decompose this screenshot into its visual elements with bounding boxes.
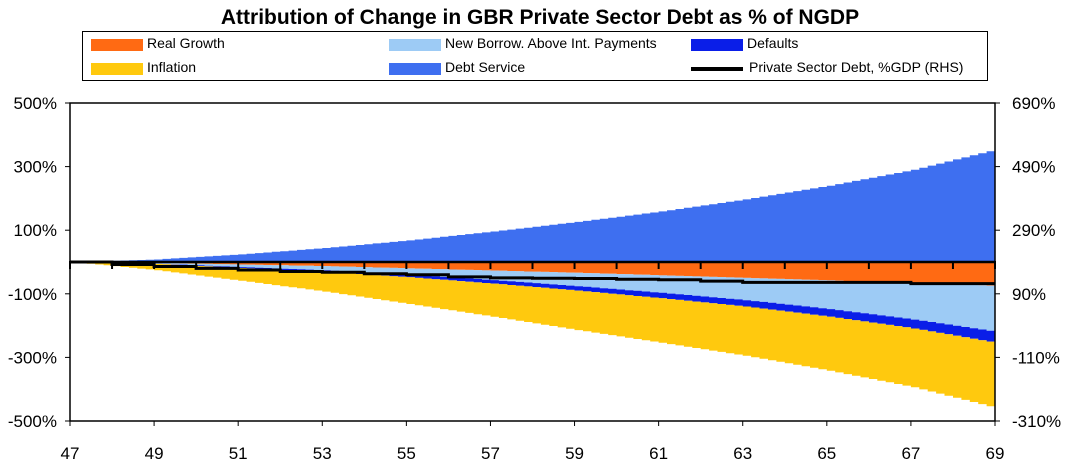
y-right-tick-label: 690% bbox=[1012, 94, 1055, 113]
area-debt-service bbox=[70, 149, 995, 262]
x-tick-label: 57 bbox=[481, 444, 500, 463]
legend-swatch-inflation bbox=[91, 63, 143, 75]
x-tick-label: 63 bbox=[733, 444, 752, 463]
area-inflation bbox=[70, 262, 995, 409]
line-private-sector-debt bbox=[70, 260, 995, 286]
x-tick-label: 61 bbox=[649, 444, 668, 463]
legend-label-debt-service: Debt Service bbox=[445, 59, 526, 75]
x-tick-label: 51 bbox=[229, 444, 248, 463]
legend-swatch-new-borrow bbox=[389, 39, 441, 51]
y-left-tick-label: 100% bbox=[14, 221, 57, 240]
y-left-tick-label: -100% bbox=[8, 285, 57, 304]
y-right-tick-label: 290% bbox=[1012, 221, 1055, 240]
legend: Real Growth New Borrow. Above Int. Payme… bbox=[82, 31, 988, 81]
y-left-tick-label: 300% bbox=[14, 158, 57, 177]
x-tick-label: 47 bbox=[61, 444, 80, 463]
y-right-tick-label: -310% bbox=[1012, 412, 1061, 431]
legend-swatch-real-growth bbox=[91, 39, 143, 51]
legend-label-inflation: Inflation bbox=[147, 59, 197, 75]
legend-swatch-debt-service bbox=[389, 63, 441, 75]
area-new-borrow-above-int-payments bbox=[70, 262, 995, 332]
y-right-tick-label: 90% bbox=[1012, 285, 1046, 304]
legend-line-private-sector-debt bbox=[691, 67, 743, 71]
x-tick-label: 65 bbox=[817, 444, 836, 463]
area-real-growth bbox=[70, 262, 995, 286]
legend-swatch-defaults bbox=[691, 39, 743, 51]
x-tick-label: 49 bbox=[145, 444, 164, 463]
y-right-tick-label: -110% bbox=[1012, 348, 1060, 367]
x-tick-label: 67 bbox=[901, 444, 920, 463]
x-tick-label: 53 bbox=[313, 444, 332, 463]
y-left-tick-label: 500% bbox=[14, 94, 57, 113]
y-left-tick-label: -500% bbox=[8, 412, 57, 431]
legend-label-new-borrow: New Borrow. Above Int. Payments bbox=[445, 35, 657, 51]
chart-title: Attribution of Change in GBR Private Sec… bbox=[220, 6, 860, 29]
legend-label-private-sector-debt: Private Sector Debt, %GDP (RHS) bbox=[749, 59, 964, 75]
x-tick-label: 59 bbox=[565, 444, 584, 463]
y-left-tick-label: -300% bbox=[8, 348, 57, 367]
x-tick-label: 69 bbox=[986, 444, 1005, 463]
x-tick-label: 55 bbox=[397, 444, 416, 463]
legend-label-real-growth: Real Growth bbox=[147, 35, 225, 51]
y-right-tick-label: 490% bbox=[1012, 158, 1055, 177]
legend-label-defaults: Defaults bbox=[747, 35, 799, 51]
